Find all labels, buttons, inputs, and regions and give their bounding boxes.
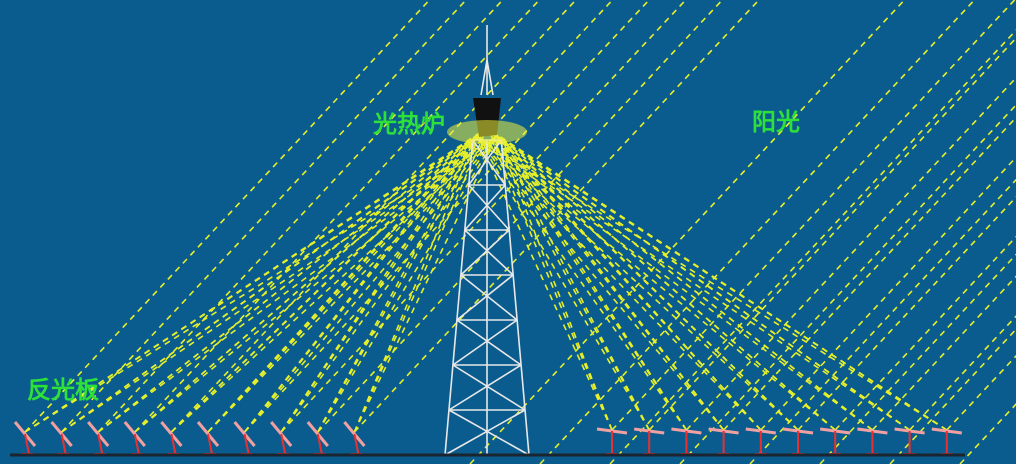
reflected-ray — [243, 135, 498, 433]
tower-brace — [468, 184, 510, 231]
incoming-ray — [134, 0, 541, 433]
reflected-ray — [476, 135, 650, 431]
reflected-ray — [317, 135, 498, 433]
reflected-ray — [496, 135, 799, 431]
tower-brace — [472, 139, 506, 186]
receiver-glow — [447, 120, 527, 144]
reflected-ray — [134, 127, 488, 433]
incoming-ray — [648, 37, 1016, 431]
tower-brace — [464, 184, 506, 231]
incoming-ray — [207, 0, 614, 433]
tower-brace — [464, 229, 514, 276]
reflected-ray — [97, 135, 498, 433]
reflected-ray — [476, 135, 948, 431]
incoming-ray — [280, 0, 687, 433]
incoming-ray — [317, 0, 724, 433]
incoming-ray — [539, 0, 976, 464]
reflected-ray — [496, 135, 911, 431]
incoming-ray — [685, 76, 1016, 431]
reflected-ray — [486, 127, 725, 431]
tower-brace — [468, 139, 502, 186]
reflected-ray — [170, 127, 488, 433]
reflected-ray — [496, 135, 688, 431]
incoming-ray — [723, 116, 1016, 431]
reflected-ray — [496, 135, 873, 431]
light-rays — [24, 0, 1016, 464]
reflected-ray — [170, 135, 498, 433]
reflected-ray — [476, 135, 762, 431]
reflected-ray — [496, 135, 836, 431]
reflected-ray — [207, 127, 488, 433]
reflected-ray — [243, 127, 488, 433]
reflected-ray — [496, 135, 725, 431]
incoming-ray — [469, 0, 906, 464]
reflected-ray — [486, 127, 650, 431]
reflected-ray — [317, 127, 488, 433]
reflected-ray — [317, 135, 478, 433]
tower-mast — [480, 59, 488, 96]
incoming-ray — [760, 156, 1016, 431]
reflected-ray — [134, 135, 498, 433]
tower-brace — [460, 274, 518, 321]
reflected-ray — [476, 135, 725, 431]
reflector-label: 反光板 — [27, 376, 100, 404]
tower-brace — [456, 274, 514, 321]
incoming-ray — [61, 0, 468, 433]
reflected-ray — [353, 135, 478, 433]
sunlight-label: 阳光 — [752, 108, 800, 136]
tower-brace — [452, 364, 526, 411]
incoming-ray — [611, 0, 1016, 431]
reflected-ray — [243, 135, 478, 433]
incoming-ray — [170, 0, 577, 433]
reflected-ray — [496, 135, 613, 431]
reflected-ray — [476, 135, 688, 431]
incoming-ray — [97, 0, 504, 433]
tower — [444, 25, 530, 456]
furnace-label: 光热炉 — [372, 110, 445, 138]
tower-leg — [444, 139, 474, 456]
tower-brace — [456, 319, 522, 366]
tower-brace — [452, 319, 518, 366]
incoming-ray — [679, 103, 1016, 464]
tower-brace — [460, 229, 510, 276]
incoming-ray — [609, 29, 1016, 464]
reflected-ray — [476, 135, 873, 431]
reflected-ray — [496, 135, 948, 431]
tower-mast — [486, 59, 494, 96]
incoming-ray — [244, 0, 651, 433]
reflected-ray — [24, 135, 498, 433]
tower-leg — [500, 139, 530, 456]
reflected-ray — [353, 127, 488, 433]
reflected-ray — [97, 127, 488, 433]
tower-brace — [448, 409, 530, 456]
reflected-ray — [476, 135, 836, 431]
incoming-ray — [24, 0, 431, 433]
incoming-ray — [749, 178, 1016, 464]
reflected-ray — [496, 135, 650, 431]
tower-brace — [448, 364, 522, 411]
reflected-ray — [24, 127, 488, 433]
tower-brace — [444, 409, 526, 456]
